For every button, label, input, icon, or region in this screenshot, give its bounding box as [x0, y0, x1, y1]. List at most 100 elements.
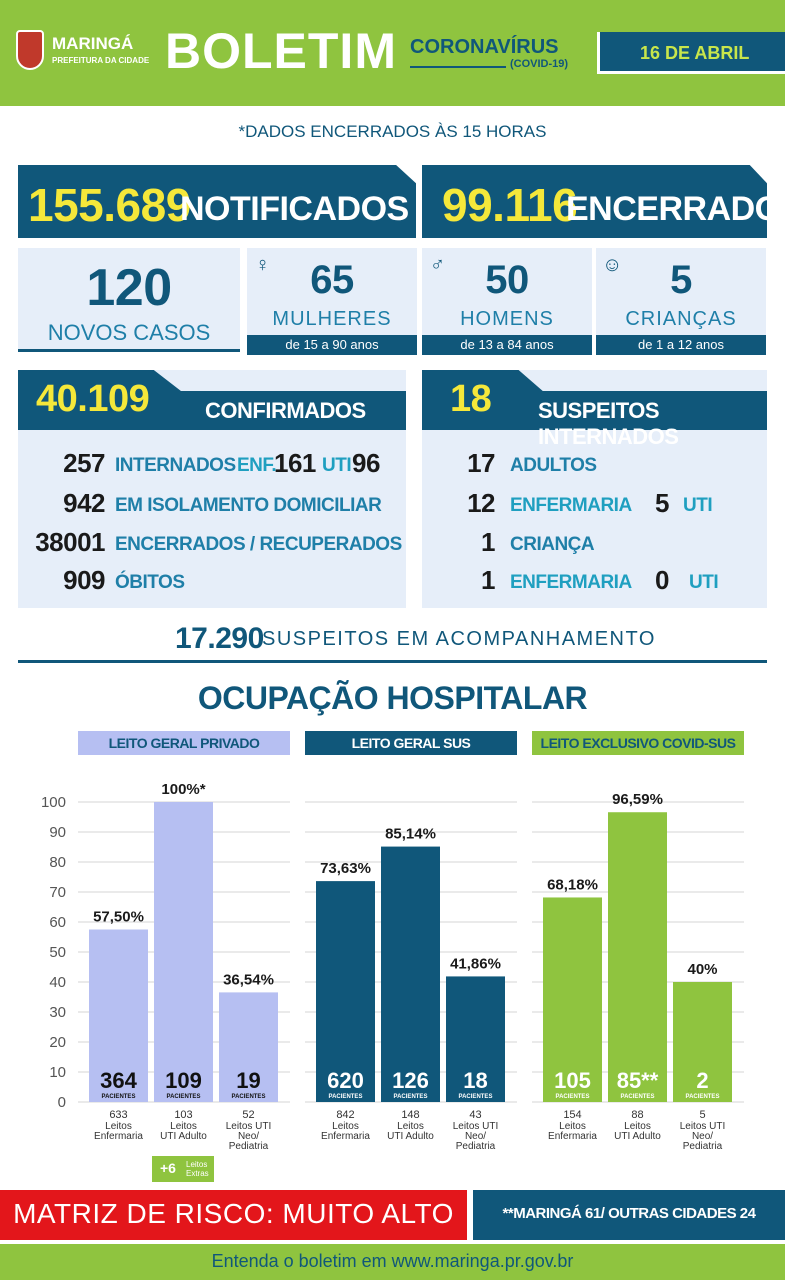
city-shield-logo: [16, 30, 44, 70]
bed-type-label: Pediatria: [683, 1141, 723, 1152]
crianca-uti-number: 0: [655, 565, 669, 595]
internados-label: INTERNADOS: [115, 455, 236, 476]
mulheres-label: MULHERES: [272, 308, 392, 330]
ocupacao-title: OCUPAÇÃO HOSPITALAR: [197, 680, 588, 716]
encerrados-label: ENCERRADOS: [566, 190, 785, 228]
y-tick-label: 30: [49, 1004, 66, 1021]
bulletin-date: 16 DE ABRIL: [640, 43, 750, 63]
patients-label: PACIENTES: [556, 1094, 590, 1100]
maringa-note-box: [473, 1190, 785, 1240]
bar: [673, 982, 732, 1102]
patients-label: PACIENTES: [232, 1094, 266, 1100]
criancas-number: 5: [670, 258, 692, 302]
bar: [608, 812, 667, 1102]
bed-type-label: Leitos: [624, 1121, 651, 1132]
beds-number: 842: [336, 1109, 354, 1121]
footer-bar: [0, 1244, 785, 1280]
notificados-number: 155.689: [28, 179, 191, 231]
bed-type-label: Neo/: [692, 1131, 713, 1142]
crianca-enf-label: ENFERMARIA: [510, 572, 632, 593]
acompanhamento-number: 17.290: [175, 622, 264, 655]
covid19-label: (COVID-19): [510, 58, 569, 70]
bar: [219, 992, 278, 1102]
patients-number: 19: [236, 1068, 260, 1093]
y-tick-label: 0: [58, 1094, 66, 1111]
crianca-uti-label: UTI: [689, 572, 719, 593]
notificados-label: NOTIFICADOS: [180, 190, 409, 228]
bar-value-label: 36,54%: [223, 971, 274, 988]
bar-value-label: 73,63%: [320, 860, 371, 877]
bar-value-label: 96,59%: [612, 791, 663, 808]
risk-level: MATRIZ DE RISCO: MUITO ALTO: [13, 1198, 454, 1229]
bed-type-label: Enfermaria: [321, 1131, 370, 1142]
bar: [154, 802, 213, 1102]
maringa-note: **MARINGÁ 61/ OUTRAS CIDADES 24: [502, 1205, 756, 1222]
child-icon: ☺: [602, 254, 623, 276]
beds-number: 154: [563, 1109, 581, 1121]
patients-label: PACIENTES: [394, 1094, 428, 1100]
beds-number: 103: [174, 1109, 192, 1121]
data-cutoff-note: *DADOS ENCERRADOS ÀS 15 HORAS: [238, 122, 547, 141]
obitos-label: ÓBITOS: [115, 572, 185, 593]
suspeitos-label: SUSPEITOS INTERNADOS: [538, 398, 679, 449]
y-tick-label: 60: [49, 914, 66, 931]
man-icon: ♂: [430, 254, 445, 276]
woman-icon: ♀: [255, 254, 270, 276]
bed-type-label: Leitos: [397, 1121, 424, 1132]
bed-type-label: Leitos UTI: [226, 1121, 272, 1132]
bed-type-label: Pediatria: [229, 1141, 269, 1152]
risk-banner: [0, 1190, 467, 1240]
logo-name: MARINGÁ: [52, 34, 134, 53]
category-sus: LEITO GERAL SUS: [305, 731, 517, 755]
mulheres-box: [247, 248, 417, 336]
criancas-box: [596, 248, 766, 336]
obitos-number: 909: [63, 565, 105, 595]
bar: [446, 976, 505, 1102]
criancas-label: CRIANÇAS: [625, 308, 737, 330]
y-tick-label: 70: [49, 884, 66, 901]
coronavirus-label: CORONAVÍRUS: [410, 36, 559, 58]
acompanhamento-label: SUSPEITOS EM ACOMPANHAMENTO: [262, 628, 656, 650]
isolamento-label: EM ISOLAMENTO DOMICILIAR: [115, 495, 382, 516]
bar-value-label: 68,18%: [547, 876, 598, 893]
category-covid-sus: LEITO EXCLUSIVO COVID-SUS: [532, 731, 744, 755]
logo-subtitle: PREFEITURA DA CIDADE: [52, 56, 150, 65]
patients-label: PACIENTES: [329, 1094, 363, 1100]
homens-range: de 13 a 84 anos: [422, 335, 592, 355]
y-tick-label: 100: [41, 794, 66, 811]
novos-casos-box: [18, 248, 240, 352]
extras-label: Leitos Extras: [186, 1160, 209, 1178]
patients-number: 109: [165, 1068, 202, 1093]
bar: [316, 881, 375, 1102]
beds-number: 88: [631, 1109, 643, 1121]
bar-value-label: 40%: [687, 961, 717, 978]
patients-label: PACIENTES: [459, 1094, 493, 1100]
internados-number: 257: [63, 448, 105, 478]
mulheres-range: de 15 a 90 anos: [247, 335, 417, 355]
crianca-label: CRIANÇA: [510, 534, 595, 555]
bed-type-label: Leitos: [332, 1121, 359, 1132]
homens-label: HOMENS: [460, 308, 554, 330]
adultos-uti-label: UTI: [683, 495, 713, 516]
confirmados-label: CONFIRMADOS: [205, 398, 366, 423]
patients-number: 364: [100, 1068, 137, 1093]
bed-type-label: UTI Adulto: [614, 1131, 661, 1142]
bed-type-label: UTI Adulto: [160, 1131, 207, 1142]
recuperados-number: 38001: [35, 527, 105, 557]
uti-label: UTI: [322, 455, 352, 476]
adultos-number: 17: [467, 448, 495, 478]
notificados-box: [18, 165, 416, 238]
patients-number: 126: [392, 1068, 429, 1093]
beds-number: 52: [242, 1109, 254, 1121]
adultos-label: ADULTOS: [510, 455, 597, 476]
bed-type-label: Pediatria: [456, 1141, 496, 1152]
bed-type-label: UTI Adulto: [387, 1131, 434, 1142]
homens-number: 50: [485, 258, 529, 302]
bar-value-label: 57,50%: [93, 909, 144, 926]
beds-number: 43: [469, 1109, 481, 1121]
criancas-range: de 1 a 12 anos: [596, 335, 766, 355]
category-privado: LEITO GERAL PRIVADO: [78, 731, 290, 755]
confirmados-number: 40.109: [36, 378, 150, 420]
patients-label: PACIENTES: [686, 1094, 720, 1100]
suspeitos-number: 18: [450, 378, 492, 420]
